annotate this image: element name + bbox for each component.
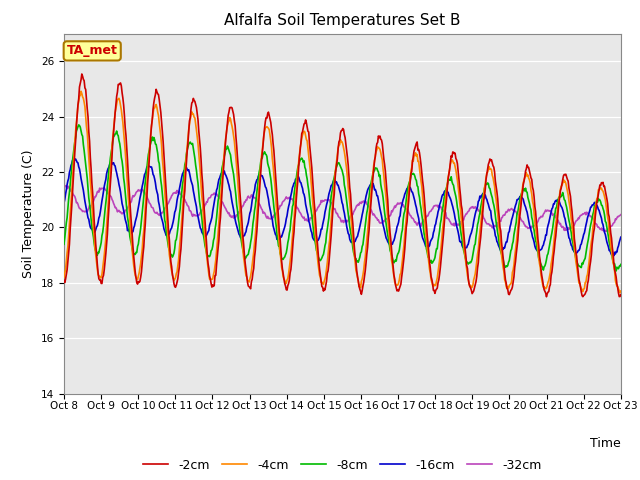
-8cm bbox=[185, 142, 193, 147]
-4cm bbox=[185, 127, 193, 132]
-32cm bbox=[617, 212, 625, 217]
-2cm bbox=[185, 129, 193, 135]
-4cm bbox=[60, 275, 68, 280]
-32cm bbox=[604, 229, 611, 235]
-4cm bbox=[428, 277, 435, 283]
Line: -2cm: -2cm bbox=[64, 74, 621, 297]
-8cm bbox=[60, 241, 68, 247]
-8cm bbox=[214, 198, 222, 204]
-16cm bbox=[70, 158, 78, 164]
-2cm bbox=[70, 162, 78, 168]
-8cm bbox=[75, 122, 83, 128]
-16cm bbox=[214, 180, 222, 186]
Line: -32cm: -32cm bbox=[64, 185, 621, 232]
Line: -16cm: -16cm bbox=[64, 159, 621, 256]
-32cm bbox=[184, 203, 192, 209]
-8cm bbox=[428, 257, 435, 263]
-4cm bbox=[70, 152, 78, 157]
-8cm bbox=[612, 268, 620, 274]
-4cm bbox=[128, 247, 136, 253]
-16cm bbox=[617, 234, 625, 240]
Title: Alfalfa Soil Temperatures Set B: Alfalfa Soil Temperatures Set B bbox=[224, 13, 461, 28]
-16cm bbox=[428, 237, 435, 243]
-2cm bbox=[214, 245, 222, 251]
-4cm bbox=[77, 88, 85, 94]
-2cm bbox=[428, 274, 435, 279]
-32cm bbox=[426, 208, 434, 214]
Legend: -2cm, -4cm, -8cm, -16cm, -32cm: -2cm, -4cm, -8cm, -16cm, -32cm bbox=[138, 454, 547, 477]
-2cm bbox=[617, 292, 625, 298]
-8cm bbox=[617, 262, 625, 267]
-32cm bbox=[214, 192, 221, 198]
-32cm bbox=[60, 182, 68, 188]
-2cm bbox=[128, 231, 136, 237]
-32cm bbox=[410, 217, 418, 223]
-16cm bbox=[128, 228, 136, 234]
-8cm bbox=[411, 173, 419, 179]
-2cm bbox=[60, 277, 68, 283]
-4cm bbox=[617, 288, 625, 294]
-16cm bbox=[72, 156, 79, 162]
-16cm bbox=[610, 253, 618, 259]
-8cm bbox=[128, 246, 136, 252]
-8cm bbox=[70, 145, 78, 151]
-2cm bbox=[543, 294, 550, 300]
-32cm bbox=[127, 199, 135, 204]
-32cm bbox=[70, 192, 78, 198]
Y-axis label: Soil Temperature (C): Soil Temperature (C) bbox=[22, 149, 35, 278]
-4cm bbox=[411, 152, 419, 158]
-16cm bbox=[60, 200, 68, 206]
Text: TA_met: TA_met bbox=[67, 44, 118, 58]
-4cm bbox=[214, 230, 222, 236]
-2cm bbox=[411, 145, 419, 151]
-2cm bbox=[78, 71, 86, 77]
-16cm bbox=[185, 167, 193, 173]
Line: -8cm: -8cm bbox=[64, 125, 621, 271]
Text: Time: Time bbox=[590, 437, 621, 450]
-16cm bbox=[411, 198, 419, 204]
Line: -4cm: -4cm bbox=[64, 91, 621, 293]
-4cm bbox=[616, 290, 624, 296]
